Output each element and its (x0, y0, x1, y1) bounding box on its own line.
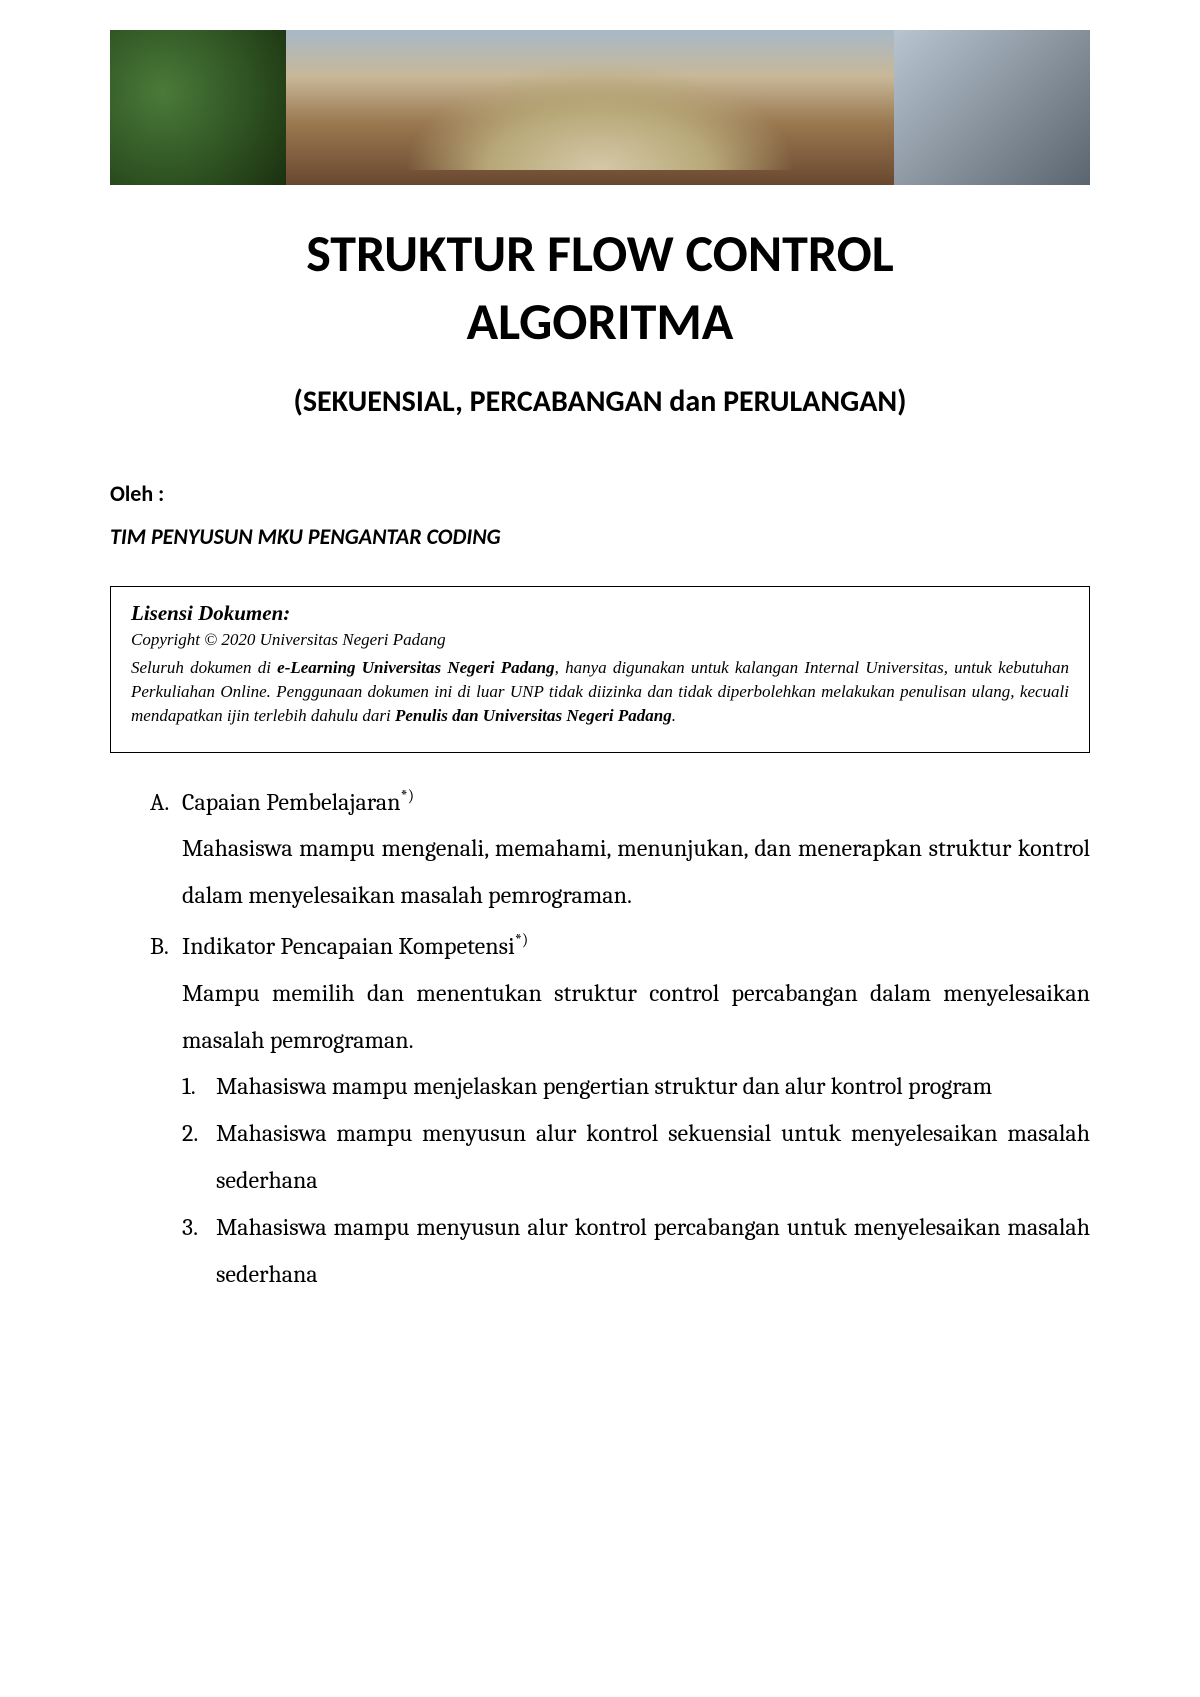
section-a-sup: *) (401, 787, 415, 806)
sub-text-2: Mahasiswa mampu menyusun alur kontrol se… (216, 1110, 1090, 1204)
license-bold-1: e-Learning Universitas Negeri Padang (277, 658, 554, 677)
list-item: 3. Mahasiswa mampu menyusun alur kontrol… (182, 1204, 1090, 1298)
sub-marker-3: 3. (182, 1204, 216, 1298)
document-subtitle: (SEKUENSIAL, PERCABANGAN dan PERULANGAN) (110, 383, 1090, 420)
license-body: Seluruh dokumen di e-Learning Universita… (131, 656, 1069, 727)
section-b-marker: B. (150, 923, 182, 970)
list-item: 2. Mahasiswa mampu menyusun alur kontrol… (182, 1110, 1090, 1204)
license-title: Lisensi Dokumen: (131, 601, 1069, 626)
section-b: B.Indikator Pencapaian Kompetensi*) Mamp… (150, 923, 1090, 1297)
section-list: A.Capaian Pembelajaran*) Mahasiswa mampu… (110, 779, 1090, 1298)
header-arch-graphic (404, 61, 796, 170)
sub-marker-2: 2. (182, 1110, 216, 1204)
header-banner-image (110, 30, 1090, 185)
license-text-suffix: . (672, 706, 676, 725)
document-title: STRUKTUR FLOW CONTROL ALGORITMA (110, 220, 1090, 355)
section-b-body: Mampu memilih dan menentukan struktur co… (150, 970, 1090, 1064)
license-bold-2: Penulis dan Universitas Negeri Padang (395, 706, 672, 725)
list-item: 1. Mahasiswa mampu menjelaskan pengertia… (182, 1063, 1090, 1110)
license-copyright: Copyright © 2020 Universitas Negeri Pada… (131, 630, 1069, 650)
title-line-2: ALGORITMA (467, 289, 734, 353)
section-a-heading: Capaian Pembelajaran (182, 788, 401, 816)
license-text-prefix: Seluruh dokumen di (131, 658, 277, 677)
sub-text-1: Mahasiswa mampu menjelaskan pengertian s… (216, 1063, 1090, 1110)
section-a-body: Mahasiswa mampu mengenali, memahami, men… (150, 825, 1090, 919)
section-a: A.Capaian Pembelajaran*) Mahasiswa mampu… (150, 779, 1090, 919)
section-b-sublist: 1. Mahasiswa mampu menjelaskan pengertia… (150, 1063, 1090, 1297)
author-label: Oleh : (110, 480, 1090, 507)
sub-text-3: Mahasiswa mampu menyusun alur kontrol pe… (216, 1204, 1090, 1298)
license-box: Lisensi Dokumen: Copyright © 2020 Univer… (110, 586, 1090, 752)
title-line-1: STRUKTUR FLOW CONTROL (306, 221, 894, 285)
section-a-marker: A. (150, 779, 182, 826)
section-b-sup: *) (515, 931, 529, 950)
author-name: TIM PENYUSUN MKU PENGANTAR CODING (110, 523, 1090, 550)
section-b-heading: Indikator Pencapaian Kompetensi (182, 932, 515, 960)
sub-marker-1: 1. (182, 1063, 216, 1110)
